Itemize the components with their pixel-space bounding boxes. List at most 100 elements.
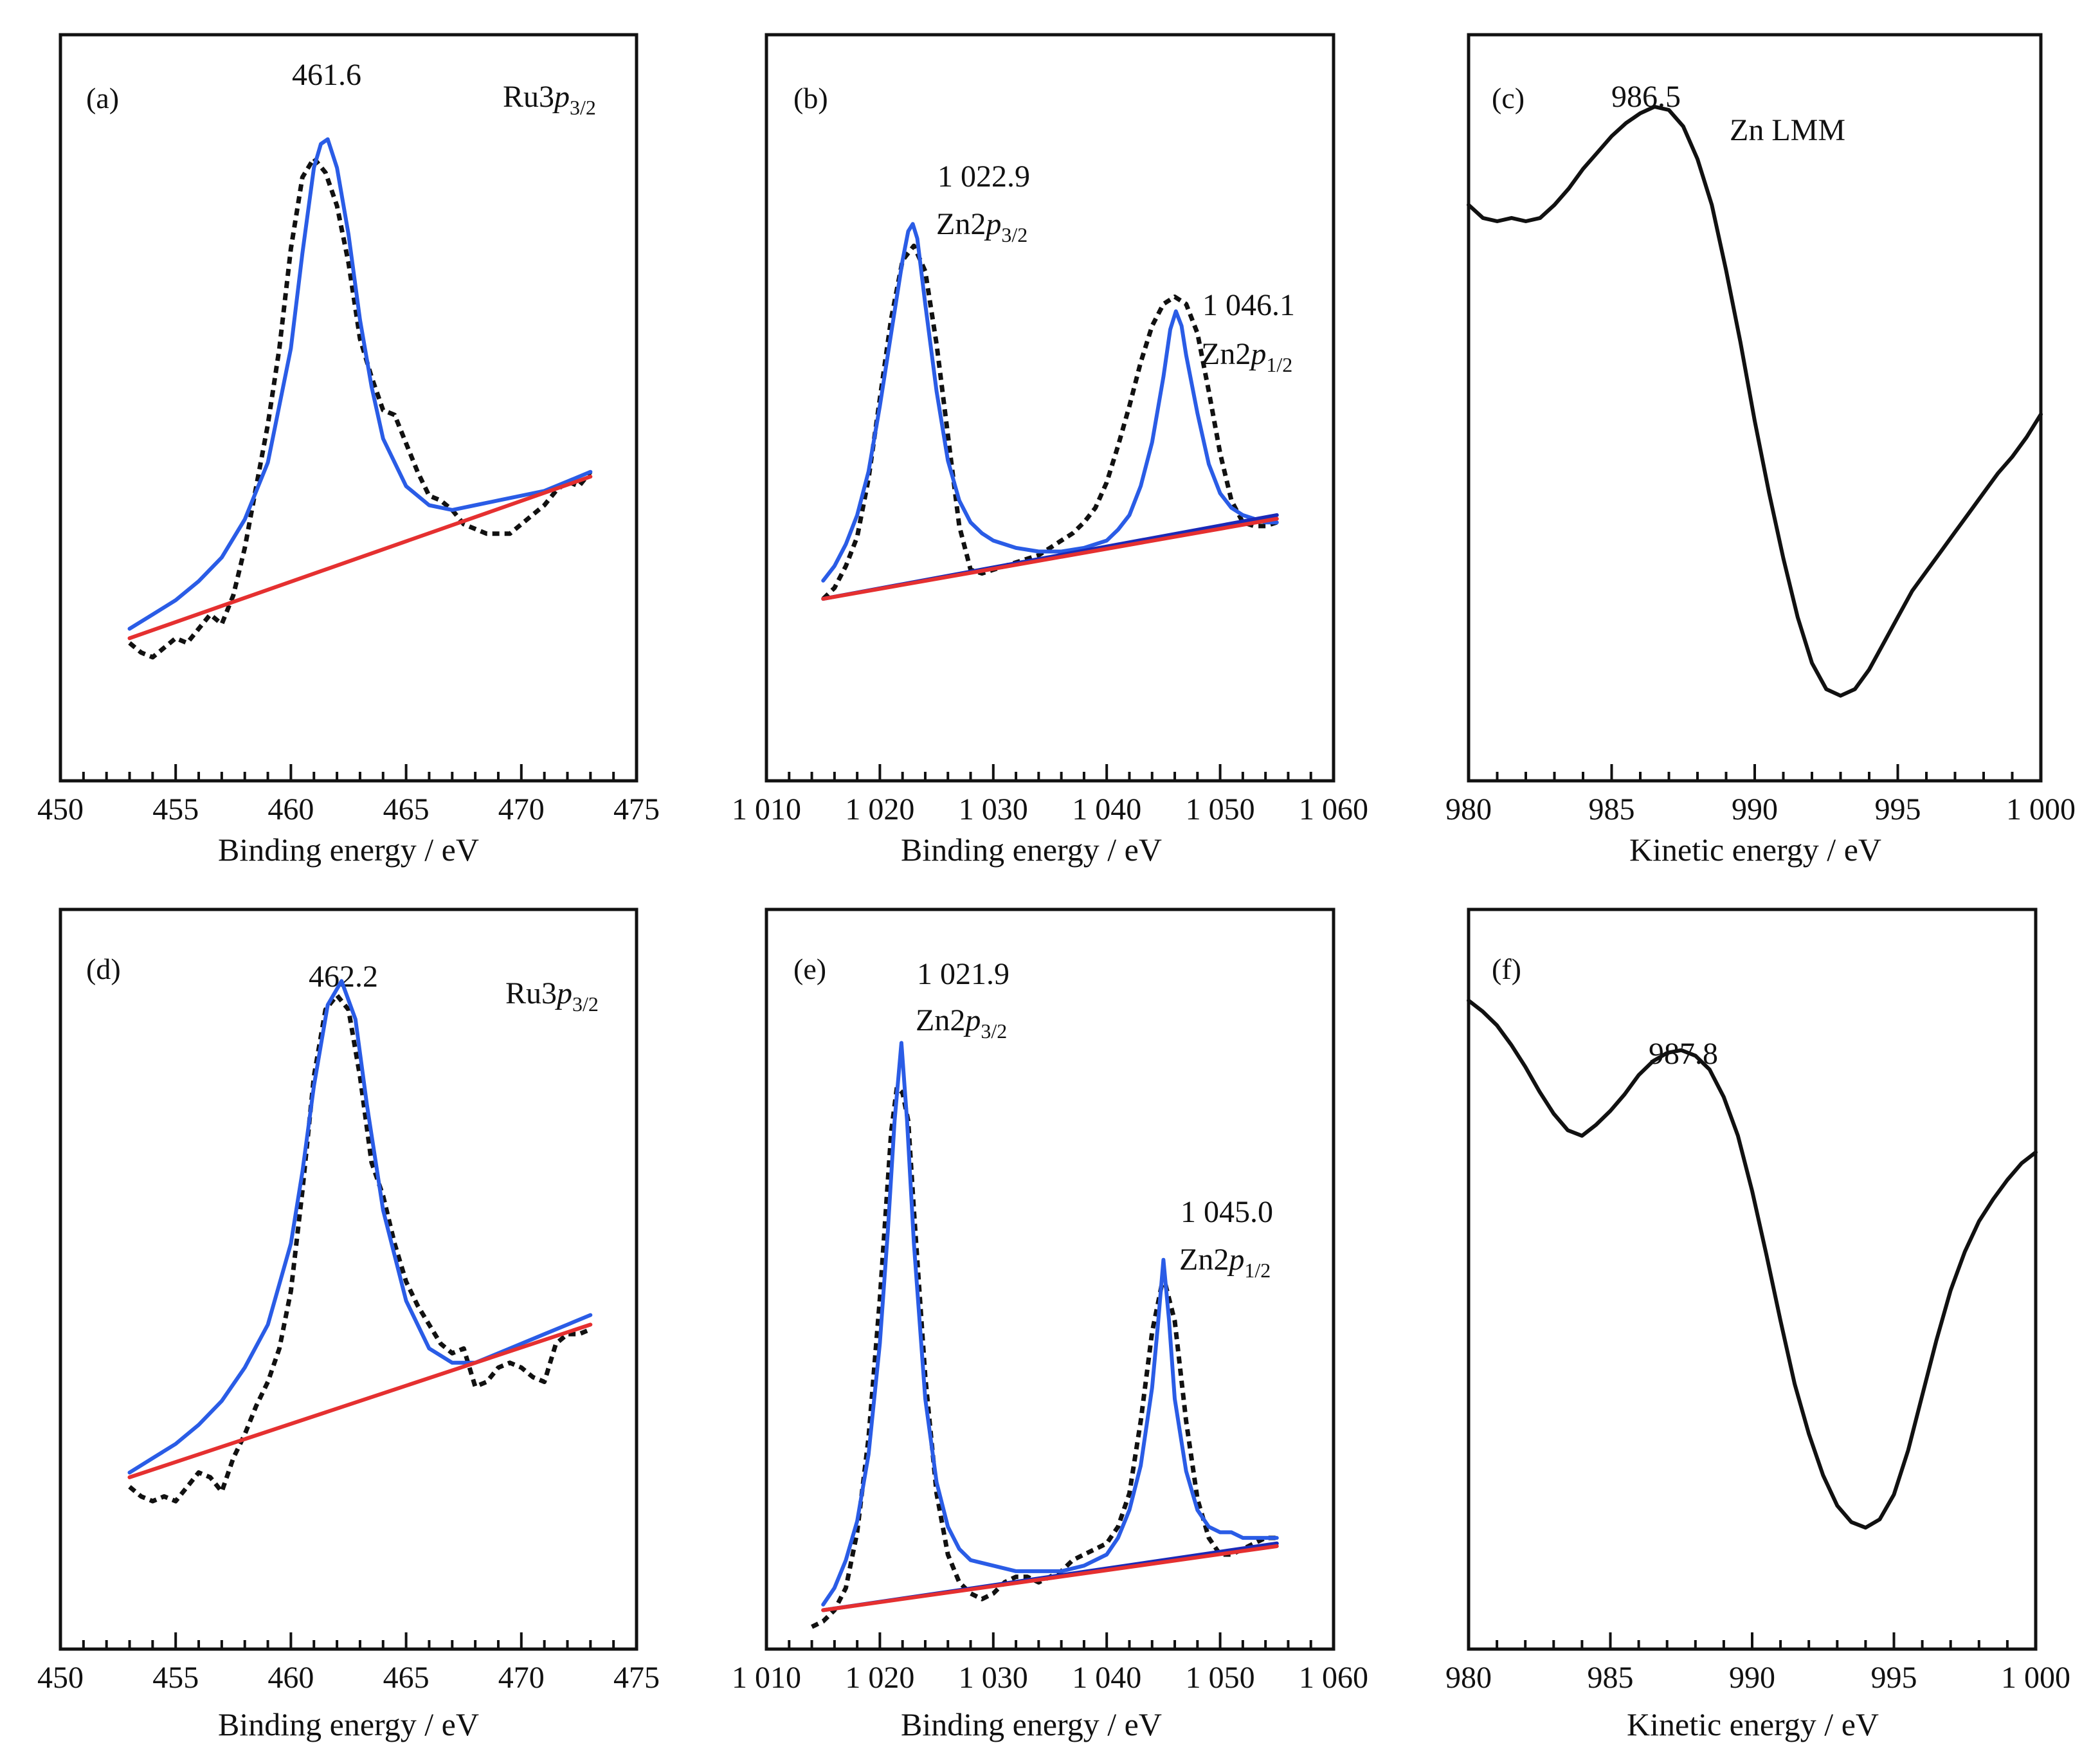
panel-f: (f) 987.8 980 985 990 995 1 000 Kinetic ener…	[1445, 908, 2070, 1742]
plot-frame-a	[59, 33, 638, 783]
plot-frame-b	[765, 33, 1335, 783]
x-tick-label-b: 1 010	[732, 792, 801, 826]
x-tick-labels-b: 1 010 1 020 1 030 1 040 1 050 1 060	[732, 792, 1368, 826]
x-ticks-b	[765, 764, 1335, 781]
fitted-curve-d	[127, 979, 593, 1475]
x-tick-label-d: 470	[498, 1661, 545, 1695]
background-line-a	[127, 475, 593, 641]
curves-b	[821, 222, 1279, 601]
orbital-label-a: Ru3p3/2	[503, 80, 596, 119]
x-tick-label-a: 470	[498, 792, 545, 826]
plot-frame-e	[765, 908, 1335, 1651]
curves-e	[811, 1041, 1279, 1629]
curves-a	[127, 137, 593, 660]
x-tick-label-e: 1 050	[1186, 1661, 1255, 1695]
x-tick-label-b: 1 060	[1299, 792, 1368, 826]
x-tick-label-a: 475	[613, 792, 660, 826]
peak-orbital-label-e2: Zn2p1/2	[1179, 1243, 1271, 1282]
x-tick-labels-c: 980 985 990 995 1 000	[1445, 792, 2076, 826]
fitted-curve-e	[821, 1041, 1279, 1607]
x-axis-label-c: Kinetic energy / eV	[1629, 832, 1881, 868]
x-tick-labels-f: 980 985 990 995 1 000	[1445, 1661, 2070, 1695]
x-ticks-f	[1467, 1632, 2037, 1649]
peak-value-label-e2: 1 045.0	[1181, 1195, 1273, 1229]
peak-orbital-label-e1: Zn2p3/2	[916, 1003, 1007, 1043]
panel-c: (c) 986.5 Zn LMM 980 985 990 995 1 000 Kinet…	[1445, 33, 2076, 868]
x-tick-labels-a: 450 455 460 465 470 475	[37, 792, 660, 826]
x-axis-label-b: Binding energy / eV	[901, 832, 1162, 868]
x-tick-label-d: 465	[383, 1661, 430, 1695]
x-tick-labels-d: 450 455 460 465 470 475	[37, 1661, 660, 1695]
x-ticks-d	[59, 1632, 638, 1649]
peak-value-label-b2: 1 046.1	[1202, 288, 1295, 322]
x-tick-label-c: 985	[1589, 792, 1635, 826]
x-tick-label-a: 460	[267, 792, 314, 826]
x-tick-label-d: 460	[267, 1661, 314, 1695]
x-tick-label-f: 990	[1729, 1661, 1775, 1695]
peak-orbital-label-b2: Zn2p1/2	[1201, 337, 1292, 376]
x-tick-label-f: 995	[1871, 1661, 1917, 1695]
curves-c	[1467, 104, 2043, 698]
x-tick-label-e: 1 040	[1072, 1661, 1141, 1695]
peak-value-label-e1: 1 021.9	[917, 957, 1009, 991]
panel-label-c: (c)	[1492, 82, 1525, 114]
peak-value-label-b1: 1 022.9	[937, 160, 1030, 194]
transition-label-c: Zn LMM	[1730, 113, 1845, 147]
x-tick-label-d: 450	[37, 1661, 84, 1695]
x-axis-label-e: Binding energy / eV	[901, 1706, 1162, 1742]
background-line-e	[821, 1544, 1279, 1612]
x-ticks-c	[1467, 764, 2042, 781]
x-tick-labels-e: 1 010 1 020 1 030 1 040 1 050 1 060	[732, 1661, 1368, 1695]
x-tick-label-f: 1 000	[2001, 1661, 2070, 1695]
fitted-curve-b	[821, 222, 1279, 583]
peak-value-label-a: 461.6	[292, 58, 361, 92]
x-ticks-e	[765, 1632, 1335, 1649]
x-axis-label-d: Binding energy / eV	[218, 1706, 479, 1742]
curves-f	[1467, 998, 2038, 1530]
spectrum-curve-c	[1467, 104, 2043, 698]
panel-label-e: (e)	[793, 953, 826, 985]
x-tick-label-a: 455	[152, 792, 199, 826]
x-tick-label-e: 1 060	[1299, 1661, 1368, 1695]
x-tick-label-c: 1 000	[2006, 792, 2076, 826]
background-line-b	[821, 516, 1279, 601]
panel-label-a: (a)	[86, 82, 119, 114]
x-tick-label-d: 455	[152, 1661, 199, 1695]
plot-frame-d	[59, 908, 638, 1651]
x-tick-label-e: 1 030	[959, 1661, 1028, 1695]
plot-frame-f	[1467, 908, 2038, 1651]
panel-label-b: (b)	[793, 82, 828, 114]
x-tick-label-e: 1 020	[845, 1661, 914, 1695]
panel-b: (b) 1 022.9 Zn2p3/2 1 046.1 Zn2p1/2 1 01…	[732, 33, 1368, 868]
x-tick-label-b: 1 020	[845, 792, 914, 826]
x-tick-label-b: 1 040	[1072, 792, 1141, 826]
x-tick-label-b: 1 050	[1186, 792, 1255, 826]
x-tick-label-c: 990	[1732, 792, 1778, 826]
measured-curve-e	[811, 1085, 1277, 1629]
x-tick-label-d: 475	[613, 1661, 660, 1695]
panel-a: (a) 461.6 Ru3p3/2 450 455 460 465 470 475 Bin…	[37, 33, 660, 868]
x-tick-label-b: 1 030	[959, 792, 1028, 826]
measured-curve-a	[128, 156, 593, 660]
panel-d: (d) 462.2 Ru3p3/2 450 455 460 465 470 475 Bin…	[37, 908, 660, 1742]
background-line-d	[127, 1322, 593, 1479]
x-tick-label-a: 465	[383, 792, 430, 826]
measured-curve-d	[128, 993, 592, 1504]
x-ticks-a	[59, 764, 638, 781]
spectrum-curve-f	[1467, 998, 2038, 1530]
x-axis-label-a: Binding energy / eV	[218, 832, 479, 868]
peak-orbital-label-b1: Zn2p3/2	[936, 207, 1027, 246]
x-tick-label-e: 1 010	[732, 1661, 801, 1695]
panel-label-d: (d)	[86, 953, 121, 985]
x-tick-label-c: 995	[1875, 792, 1921, 826]
panel-label-f: (f)	[1492, 953, 1521, 985]
fitted-curve-a	[127, 137, 593, 631]
x-tick-label-a: 450	[37, 792, 84, 826]
orbital-label-d: Ru3p3/2	[505, 976, 599, 1016]
x-axis-label-f: Kinetic energy / eV	[1627, 1706, 1879, 1742]
panel-e: (e) 1 021.9 Zn2p3/2 1 045.0 Zn2p1/2 1 01…	[732, 908, 1368, 1742]
x-tick-label-c: 980	[1445, 792, 1492, 826]
x-tick-label-f: 985	[1588, 1661, 1634, 1695]
x-tick-label-f: 980	[1445, 1661, 1492, 1695]
